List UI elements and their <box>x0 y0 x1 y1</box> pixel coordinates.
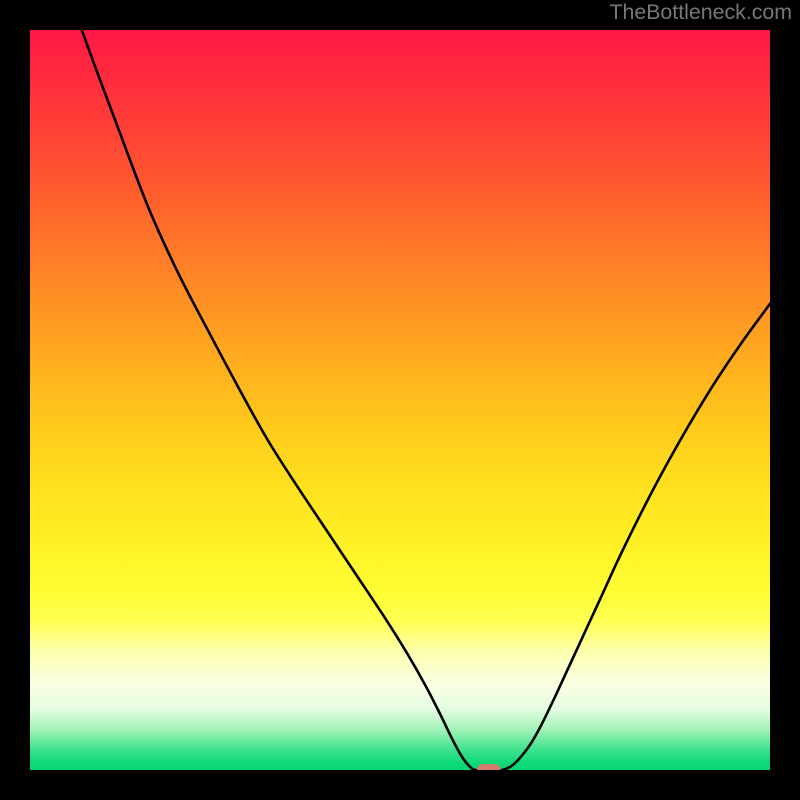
optimal-marker <box>477 764 501 776</box>
bottleneck-chart <box>0 0 800 800</box>
plot-background <box>30 30 770 770</box>
chart-stage: TheBottleneck.com <box>0 0 800 800</box>
